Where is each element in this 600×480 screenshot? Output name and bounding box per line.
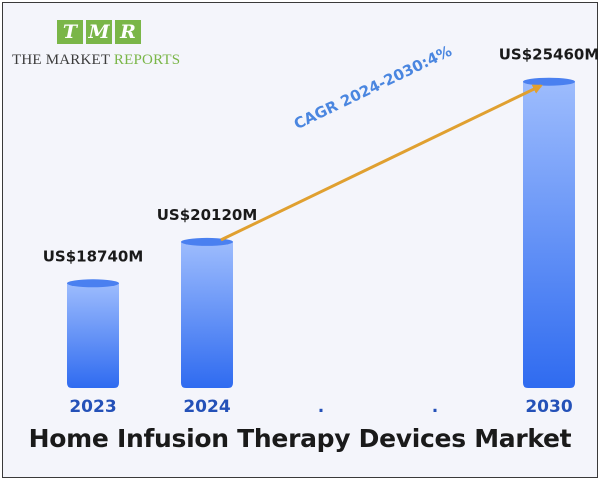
cagr-arrow xyxy=(220,84,543,242)
logo-wordmark-part1: THE MARKET xyxy=(12,52,114,68)
data-label: US$20120M xyxy=(157,206,258,224)
cagr-annotation: CAGR 2024-2030:4% xyxy=(291,42,455,133)
bar xyxy=(67,283,119,388)
bar-cap xyxy=(67,279,119,288)
company-logo: T M R THE MARKET REPORTS xyxy=(12,20,192,72)
bar xyxy=(523,81,575,388)
bar xyxy=(181,241,233,388)
logo-letter-m: M xyxy=(86,20,112,44)
logo-wordmark: THE MARKET REPORTS xyxy=(12,52,180,69)
bar-cap xyxy=(181,237,233,246)
x-tick-label: 2030 xyxy=(525,397,572,417)
logo-wordmark-part2: REPORTS xyxy=(113,52,181,68)
data-label: US$18740M xyxy=(43,247,144,265)
logo-mark: T M R xyxy=(57,20,141,44)
data-label: US$25460M xyxy=(499,46,600,64)
x-tick-label: . xyxy=(432,397,438,417)
logo-letter-r: R xyxy=(115,20,141,44)
bar-cap xyxy=(523,77,575,86)
chart-title: Home Infusion Therapy Devices Market xyxy=(28,424,572,453)
x-tick-label: . xyxy=(318,397,324,417)
x-tick-label: 2024 xyxy=(183,397,230,417)
x-tick-label: 2023 xyxy=(69,397,116,417)
logo-letter-t: T xyxy=(57,20,83,44)
